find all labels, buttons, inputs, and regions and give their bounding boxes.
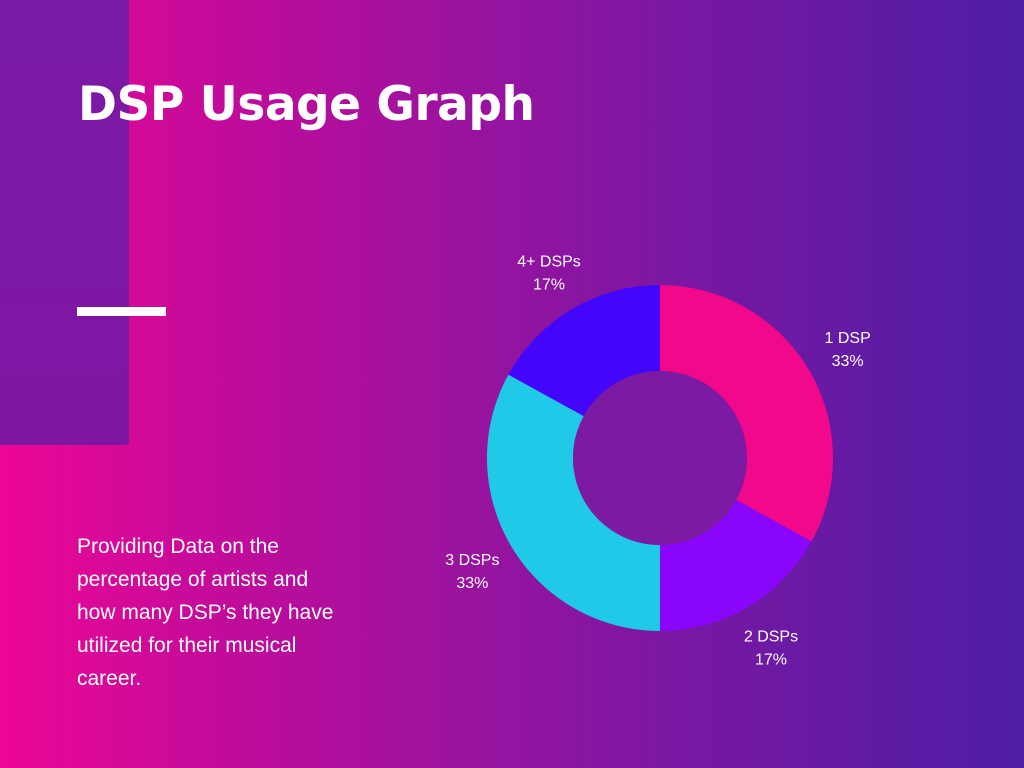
chart-slices xyxy=(486,285,834,631)
donut-hole xyxy=(573,371,747,545)
chart-labels: 1 DSP 33% 2 DSPs 17% 3 DSPs 33% 4+ DSPs 17% xyxy=(445,253,871,668)
accent-divider xyxy=(77,307,166,316)
slice-value-label: 33% xyxy=(456,575,488,592)
page-title: DSP Usage Graph xyxy=(78,77,535,132)
description-text: Providing Data on the percentage of arti… xyxy=(77,535,334,690)
slice-category-label: 2 DSPs xyxy=(744,629,798,646)
slice-value-label: 17% xyxy=(755,652,787,669)
slice-category-label: 4+ DSPs xyxy=(517,253,581,270)
slice-category-label: 3 DSPs xyxy=(445,552,499,569)
slice-label-1-dsp: 1 DSP 33% xyxy=(825,330,871,370)
slice-4-dsps xyxy=(508,285,660,417)
slice-label-4-dsps: 4+ DSPs 17% xyxy=(517,253,581,293)
slice-2-dsps xyxy=(660,499,812,631)
slice-label-2-dsps: 2 DSPs 17% xyxy=(744,629,798,669)
slice-category-label: 1 DSP xyxy=(825,330,871,347)
slice-value-label: 33% xyxy=(832,353,864,370)
slice-value-label: 17% xyxy=(533,276,565,293)
slice-3-dsps xyxy=(486,374,660,631)
slice-1-dsp xyxy=(660,285,834,542)
side-panel xyxy=(0,0,129,445)
slice-label-3-dsps: 3 DSPs 33% xyxy=(445,552,499,592)
